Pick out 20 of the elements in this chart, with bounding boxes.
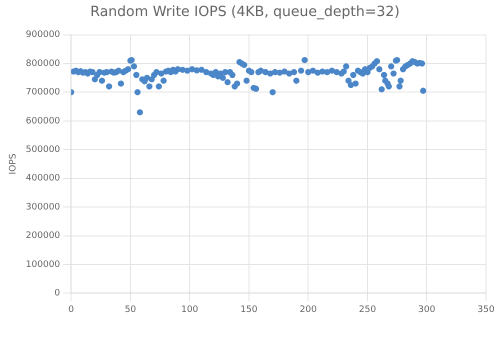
y-tick-label: 400000 bbox=[26, 174, 60, 184]
x-tick-label: 250 bbox=[358, 304, 376, 315]
chart-title: Random Write IOPS (4KB, queue_depth=32) bbox=[90, 4, 400, 20]
x-tick-label: 150 bbox=[240, 304, 258, 315]
y-tick-label: 700000 bbox=[26, 88, 60, 98]
y-tick-label: 0 bbox=[54, 288, 60, 299]
x-tick-label: 350 bbox=[477, 304, 495, 315]
x-tick-label: 300 bbox=[418, 304, 436, 315]
x-tick-label: 100 bbox=[181, 304, 199, 315]
y-tick-label: 200000 bbox=[26, 231, 60, 242]
y-tick-label: 600000 bbox=[26, 116, 60, 126]
y-tick-label: 100000 bbox=[26, 260, 60, 270]
y-tick-label: 300000 bbox=[26, 202, 60, 212]
x-tick-label: 0 bbox=[68, 304, 74, 315]
y-tick-label: 800000 bbox=[26, 58, 60, 69]
x-tick-label: 200 bbox=[300, 304, 318, 315]
y-tick-label: 500000 bbox=[26, 144, 60, 155]
y-axis-title: IOPS bbox=[8, 153, 19, 174]
y-tick-label: 900000 bbox=[26, 30, 60, 40]
x-tick-label: 50 bbox=[124, 304, 136, 315]
